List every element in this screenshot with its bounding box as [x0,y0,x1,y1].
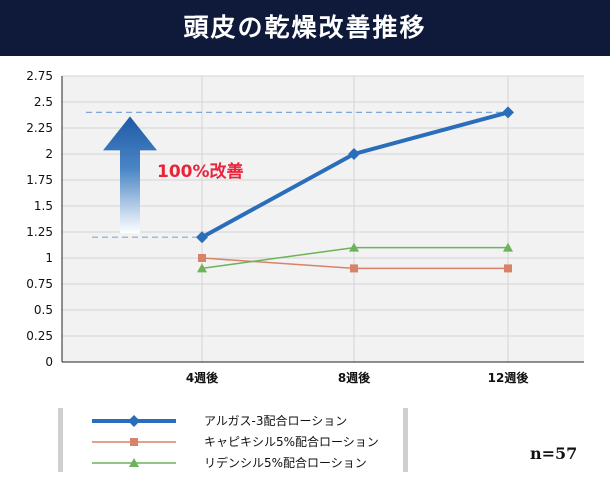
x-tick-label: 8週後 [338,370,371,385]
legend-label-3: リデンシル5%配合ローション [204,456,367,470]
series-2-point [350,264,358,273]
legend-marker-3 [129,458,139,467]
y-tick-label: 2 [45,147,53,161]
y-tick-label: 0.75 [26,277,53,291]
y-tick-label: 0.25 [26,329,53,343]
legend-marker-1 [128,415,140,427]
legend-label-1: アルガス-3配合ローション [204,414,348,428]
y-tick-label: 2.25 [26,121,53,135]
chart-title: 頭皮の乾燥改善推移 [183,13,427,42]
up-arrow-icon [103,116,157,234]
series-3-point [503,242,513,252]
y-tick-label: 0 [45,355,53,369]
series-1-point [348,148,360,160]
legend-item-2: キャピキシル5%配合ローション [88,432,408,452]
title-banner: 頭皮の乾燥改善推移 [0,0,610,56]
y-tick-label: 2.75 [26,69,53,83]
legend-divider-left [58,408,63,472]
series-2-point [198,254,206,262]
plot-area [62,76,584,362]
series-3-point [197,263,207,273]
series-2-point [504,264,512,273]
x-tick-label: 4週後 [186,370,219,385]
improvement-annotation: 100%改善 [157,161,244,182]
legend-swatch-2 [92,438,176,446]
sample-size: n=57 [530,444,578,463]
y-tick-label: 1.75 [26,173,53,187]
line-chart: 0 0.25 0.5 0.75 1 1.25 1.5 1.75 2 2.25 2.5 2.75 4週後… [26,69,584,385]
y-tick-label: 2.5 [34,95,53,109]
legend-item-3: リデンシル5%配合ローション [88,453,408,473]
series-1-point [196,231,208,244]
y-tick-label: 1.25 [26,225,53,239]
legend-swatch-3 [92,458,176,467]
legend-swatch-1 [92,415,176,427]
y-tick-label: 1 [45,251,53,265]
series-1-point [502,106,514,119]
series-3-point [349,242,359,252]
legend-marker-2 [130,438,138,446]
legend: アルガス-3配合ローション キャピキシル5%配合ローション リデンシル5%配合ロ… [58,408,408,472]
y-tick-label: 0.5 [34,303,53,317]
legend-label-2: キャピキシル5%配合ローション [204,435,379,449]
legend-divider-right [403,408,408,472]
legend-item-1: アルガス-3配合ローション [88,411,408,431]
x-tick-label: 12週後 [488,370,530,385]
y-tick-label: 1.5 [34,199,53,213]
